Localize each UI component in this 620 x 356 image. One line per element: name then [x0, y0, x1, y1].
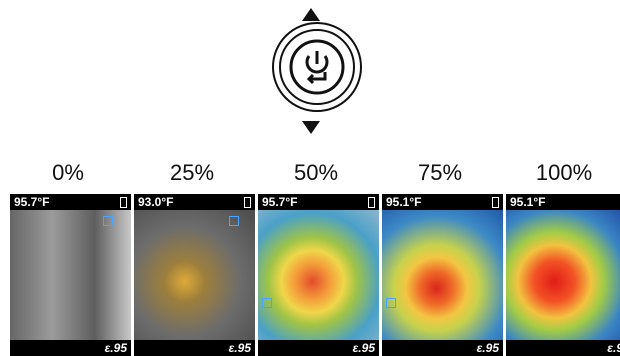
label-0: 0% — [52, 160, 84, 185]
thermal-panel-75: 95.1°F ε.95 — [382, 194, 503, 356]
emissivity-readout: ε.95 — [134, 340, 255, 356]
thermal-panel-100: 95.1°F ε.9 — [506, 194, 620, 356]
temp-readout: 95.1°F — [506, 194, 620, 210]
thermal-panel-50: 95.7°F ε.95 — [258, 194, 379, 356]
emissivity-readout: ε.95 — [382, 340, 503, 356]
label-50: 50% — [293, 160, 339, 185]
emissivity-readout: ε.95 — [10, 340, 131, 356]
label-100: 100% — [535, 160, 593, 185]
temp-readout: 95.7°F — [10, 194, 131, 210]
thermal-image — [258, 210, 379, 340]
thermal-panel-25: 93.0°F ε.95 — [134, 194, 255, 356]
spot-marker-icon — [262, 298, 272, 308]
power-enter-icon — [289, 39, 345, 95]
thermal-panel-0: 95.7°F ε.95 — [10, 194, 131, 356]
temp-readout: 95.7°F — [258, 194, 379, 210]
battery-icon — [368, 197, 375, 208]
battery-icon — [244, 197, 251, 208]
button-inner-ring — [279, 29, 355, 105]
label-75: 75% — [417, 160, 463, 185]
emissivity-readout: ε.9 — [506, 340, 620, 356]
label-25: 25% — [169, 160, 215, 185]
spot-marker-icon — [103, 216, 113, 226]
thermal-image — [382, 210, 503, 340]
power-enter-button[interactable] — [272, 22, 362, 112]
down-arrow-icon[interactable] — [302, 121, 320, 134]
emissivity-readout: ε.95 — [258, 340, 379, 356]
temp-readout: 93.0°F — [134, 194, 255, 210]
thermal-image — [506, 210, 620, 340]
control-pad — [262, 0, 362, 140]
battery-icon — [492, 197, 499, 208]
thermal-image — [134, 210, 255, 340]
spot-marker-icon — [386, 298, 396, 308]
thermal-image — [10, 210, 131, 340]
up-arrow-icon[interactable] — [302, 8, 320, 21]
battery-icon — [120, 197, 127, 208]
temp-readout: 95.1°F — [382, 194, 503, 210]
spot-marker-icon — [229, 216, 239, 226]
